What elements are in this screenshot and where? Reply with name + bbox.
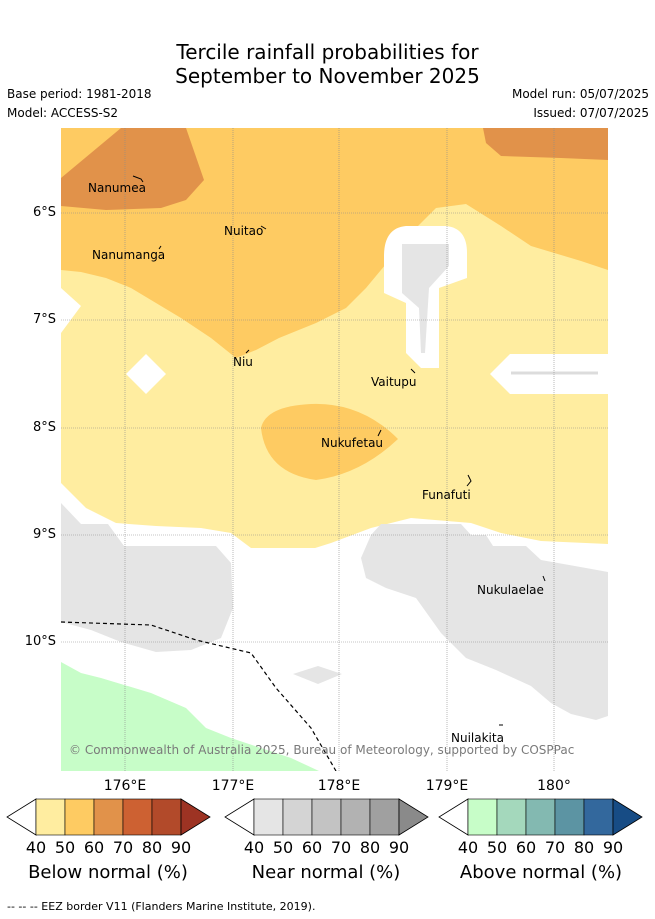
above-normal-40-region: [61, 662, 319, 771]
copyright-notice: © Commonwealth of Australia 2025, Bureau…: [69, 743, 574, 757]
legend-near-tick-90: 90: [389, 838, 409, 855]
legend-below-swatch-70: [122, 798, 153, 836]
legend-below-swatch-90: [180, 798, 211, 836]
legend-above-tick-60: 60: [516, 838, 536, 855]
legend-above-low-arrow: [438, 798, 469, 836]
legend-above-tick-90: 90: [603, 838, 623, 855]
legend-below-swatch-50: [64, 798, 95, 836]
issued-date: Issued: 07/07/2025: [533, 106, 649, 120]
title-line-1: Tercile rainfall probabilities for: [176, 40, 479, 64]
below-normal-60-region-west: [61, 128, 204, 210]
near-normal-40-region-east: [361, 524, 608, 720]
place-label-nukufetau: Nukufetau: [321, 436, 383, 450]
lon-label-177e: 177°E: [211, 778, 255, 794]
map-title: Tercile rainfall probabilities for Septe…: [0, 40, 655, 88]
legend-near-swatch-40: [253, 798, 284, 836]
place-label-niu: Niu: [233, 355, 253, 369]
rainfall-probability-map: Nanumea Nuitao Nanumanga Niu Vaitupu Nuk…: [61, 128, 608, 771]
legend-caption-above: Above normal (%): [459, 862, 623, 883]
legend-below-tick-40: 40: [26, 838, 46, 855]
lat-label-9s: 9°S: [32, 527, 56, 542]
place-label-nanumea: Nanumea: [88, 181, 146, 195]
legend-near-swatch-90: [398, 798, 429, 836]
legend-above-tick-70: 70: [545, 838, 565, 855]
legend-below-tick-80: 80: [142, 838, 162, 855]
probability-legend: 40 50 60 70 80 90 40 50 60 70 80 90 40 50 60 70 80 90: [6, 798, 643, 855]
legend-above-swatch-40: [467, 798, 498, 836]
legend-below-swatch-60: [93, 798, 124, 836]
legend-above-tick-80: 80: [574, 838, 594, 855]
legend-above-tick-40: 40: [458, 838, 478, 855]
place-label-nuilakita: Nuilakita: [451, 731, 504, 745]
model-name: Model: ACCESS-S2: [7, 106, 119, 120]
below-normal-60-region-east: [483, 128, 608, 160]
lat-label-10s: 10°S: [24, 634, 56, 649]
title-line-2: September to November 2025: [175, 64, 480, 88]
base-period: Base period: 1981-2018: [7, 87, 152, 101]
legend-above-tick-50: 50: [487, 838, 507, 855]
legend-above-swatch-50: [496, 798, 527, 836]
lon-label-179e: 179°E: [425, 778, 469, 794]
lon-label-180: 180°: [537, 778, 571, 794]
legend-below-swatch-40: [35, 798, 66, 836]
lat-label-8s: 8°S: [32, 420, 56, 435]
legend-below-tick-70: 70: [113, 838, 133, 855]
legend-above-swatch-60: [525, 798, 556, 836]
lon-label-176e: 176°E: [103, 778, 147, 794]
place-label-vaitupu: Vaitupu: [371, 375, 417, 389]
legend-near-low-arrow: [224, 798, 255, 836]
near-normal-40-patch: [293, 666, 342, 684]
legend-below-swatch-80: [151, 798, 182, 836]
legend-near-tick-50: 50: [273, 838, 293, 855]
lat-label-6s: 6°S: [32, 205, 56, 220]
model-run: Model run: 05/07/2025: [511, 87, 649, 101]
legend-near-tick-40: 40: [244, 838, 264, 855]
legend-below-tick-90: 90: [171, 838, 191, 855]
legend-caption-below: Below normal (%): [28, 862, 188, 883]
lon-label-178e: 178°E: [317, 778, 361, 794]
legend-caption-near: Near normal (%): [251, 862, 401, 883]
island-labels: Nanumea Nuitao Nanumanga Niu Vaitupu Nuk…: [88, 181, 544, 745]
place-label-nuitao: Nuitao: [224, 224, 263, 238]
probability-fields: [61, 128, 608, 771]
legend-near-tick-60: 60: [302, 838, 322, 855]
legend-above-swatch-90: [612, 798, 643, 836]
legend-above-swatch-70: [554, 798, 585, 836]
eez-border-line: [61, 621, 337, 771]
eez-border-note: -- -- -- EEZ border V11 (Flanders Marine…: [7, 900, 316, 913]
island-outlines: [132, 175, 546, 726]
legend-below-tick-50: 50: [55, 838, 75, 855]
legend-near-swatch-70: [340, 798, 371, 836]
below-normal-50-patch: [261, 403, 398, 480]
legend-below-tick-60: 60: [84, 838, 104, 855]
legend-near-swatch-60: [311, 798, 342, 836]
lat-label-7s: 7°S: [32, 312, 56, 327]
legend-near-swatch-80: [369, 798, 400, 836]
legend-below-low-arrow: [6, 798, 37, 836]
legend-above-swatch-80: [583, 798, 614, 836]
legend-near-swatch-50: [282, 798, 313, 836]
near-normal-40-region-west: [61, 503, 233, 652]
legend-near-tick-70: 70: [331, 838, 351, 855]
legend-near-tick-80: 80: [360, 838, 380, 855]
place-label-nanumanga: Nanumanga: [92, 248, 165, 262]
place-label-nukulaelae: Nukulaelae: [477, 583, 544, 597]
place-label-funafuti: Funafuti: [422, 488, 471, 502]
